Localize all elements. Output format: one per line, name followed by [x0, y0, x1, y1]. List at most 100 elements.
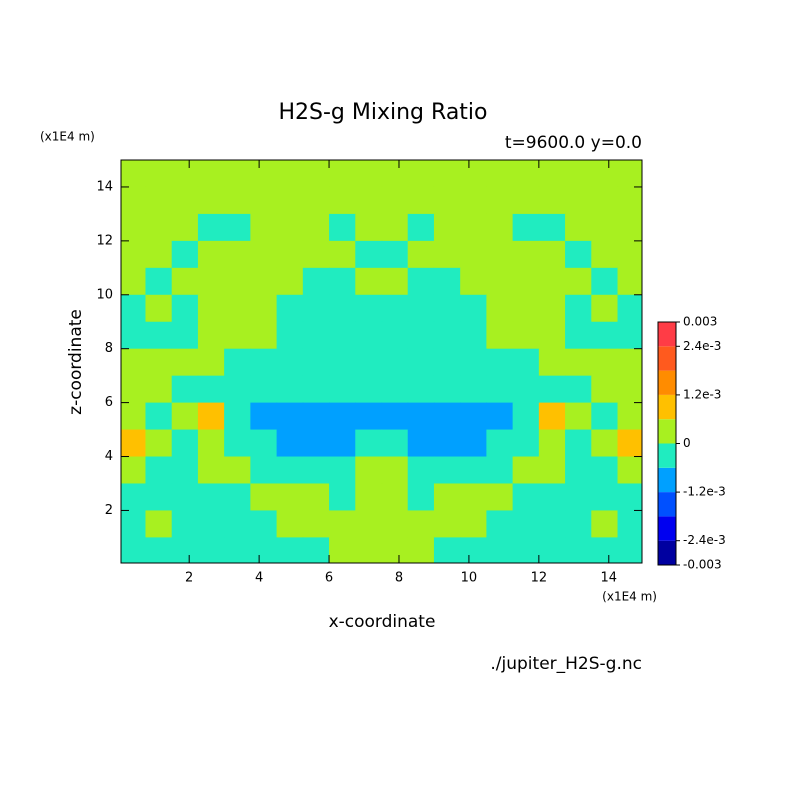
- contour-cell: [460, 348, 487, 377]
- contour-cell: [197, 267, 225, 296]
- contour-cell: [224, 240, 251, 269]
- contour-cell: [145, 510, 173, 538]
- contour-cell: [565, 240, 592, 269]
- contour-cell: [617, 348, 642, 377]
- contour-cell: [486, 456, 514, 485]
- contour-cell: [460, 267, 487, 296]
- contour-cell: [276, 348, 304, 377]
- contour-cell: [565, 321, 592, 350]
- contour-cell: [171, 483, 199, 512]
- contour-cell: [433, 348, 461, 377]
- contour-cell: [565, 186, 592, 215]
- colorbar-band: [658, 394, 676, 420]
- contour-cell: [433, 186, 461, 215]
- colorbar-band: [658, 467, 676, 493]
- contour-cell: [121, 186, 147, 215]
- contour-cell: [433, 537, 461, 563]
- contour-cell: [250, 510, 278, 538]
- contour-cell: [302, 375, 330, 404]
- contour-cell: [250, 429, 278, 458]
- contour-cell: [224, 510, 251, 538]
- contour-cell: [407, 402, 435, 431]
- contour-cell: [224, 294, 251, 323]
- x-tick-label: 14: [601, 571, 618, 586]
- colorbar-tick-label: 0.003: [683, 315, 717, 329]
- contour-cell: [197, 510, 225, 538]
- contour-cell: [381, 456, 409, 485]
- contour-cell: [171, 213, 199, 242]
- contour-cell: [407, 456, 435, 485]
- contour-cell: [381, 160, 409, 188]
- contour-cell: [171, 429, 199, 458]
- contour-cell: [460, 456, 487, 485]
- contour-cell: [591, 429, 619, 458]
- colorbar-band: [658, 516, 676, 541]
- contour-cell: [460, 294, 487, 323]
- contour-cell: [617, 321, 642, 350]
- contour-cell: [145, 537, 173, 563]
- contour-cell: [512, 402, 540, 431]
- contour-cell: [121, 456, 147, 485]
- contour-cell: [486, 160, 514, 188]
- contour-cell: [486, 267, 514, 296]
- contour-cell: [617, 294, 642, 323]
- x-tick-label: 6: [325, 571, 333, 586]
- contour-cell: [486, 510, 514, 538]
- contour-cell: [433, 375, 461, 404]
- contour-cell: [460, 240, 487, 269]
- source-file: ./jupiter_H2S-g.nc: [490, 654, 642, 674]
- contour-cell: [302, 402, 330, 431]
- contour-cell: [329, 267, 356, 296]
- contour-cell: [565, 429, 592, 458]
- contour-cell: [617, 375, 642, 404]
- contour-cell: [171, 294, 199, 323]
- contour-cell: [355, 537, 383, 563]
- contour-cell: [538, 375, 566, 404]
- colorbar-band: [658, 492, 676, 517]
- contour-cell: [486, 402, 514, 431]
- contour-cell: [617, 456, 642, 485]
- contour-cell: [197, 348, 225, 377]
- contour-cell: [512, 160, 540, 188]
- contour-cell: [381, 510, 409, 538]
- contour-cell: [302, 267, 330, 296]
- contour-cell: [121, 402, 147, 431]
- contour-cell: [512, 240, 540, 269]
- contour-cell: [617, 510, 642, 538]
- contour-cell: [276, 267, 304, 296]
- contour-cell: [121, 240, 147, 269]
- colorbar-band: [658, 322, 676, 347]
- contour-cell: [276, 429, 304, 458]
- contour-cell: [276, 294, 304, 323]
- contour-cell: [121, 483, 147, 512]
- contour-cell: [355, 456, 383, 485]
- contour-cell: [224, 348, 251, 377]
- contour-cell: [512, 483, 540, 512]
- contour-cell: [538, 402, 566, 431]
- contour-cell: [565, 267, 592, 296]
- contour-cell: [302, 456, 330, 485]
- contour-cell: [171, 375, 199, 404]
- contour-cell: [460, 402, 487, 431]
- contour-cell: [538, 186, 566, 215]
- contour-cell: [512, 321, 540, 350]
- x-unit: (x1E4 m): [602, 590, 657, 604]
- contour-cell: [381, 429, 409, 458]
- contour-cell: [302, 537, 330, 563]
- contour-cell: [617, 483, 642, 512]
- contour-cell: [145, 294, 173, 323]
- contour-cell: [407, 348, 435, 377]
- contour-cell: [145, 375, 173, 404]
- contour-cell: [355, 294, 383, 323]
- colorbar-band: [658, 419, 676, 444]
- contour-cell: [407, 483, 435, 512]
- contour-cell: [407, 213, 435, 242]
- contour-cell: [355, 186, 383, 215]
- contour-cell: [460, 160, 487, 188]
- contour-cell: [329, 483, 356, 512]
- contour-cell: [512, 429, 540, 458]
- contour-field: [121, 160, 642, 563]
- contour-cell: [329, 213, 356, 242]
- contour-cell: [512, 213, 540, 242]
